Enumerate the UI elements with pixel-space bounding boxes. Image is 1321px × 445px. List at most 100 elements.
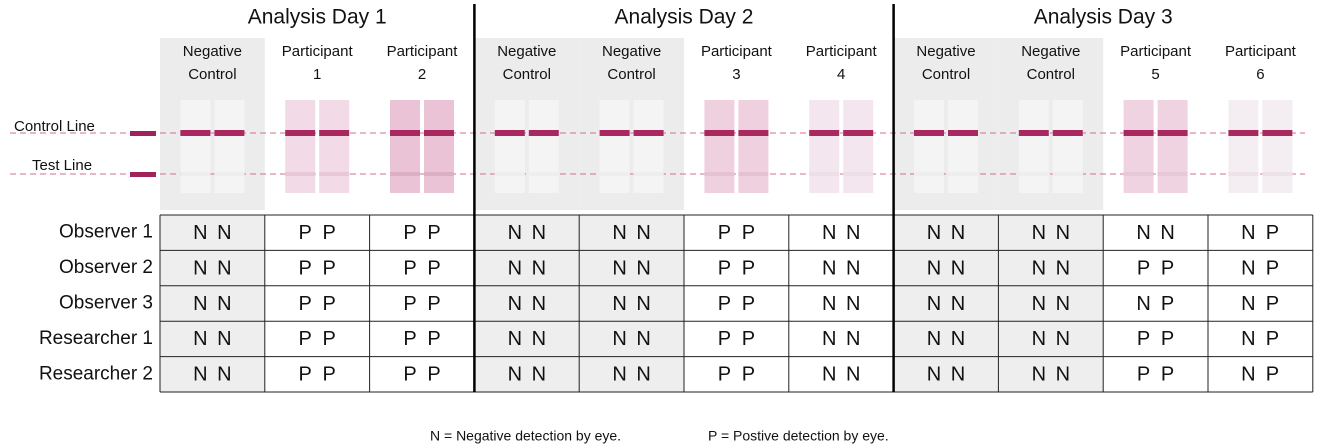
- control-band: [809, 130, 840, 136]
- control-band: [319, 130, 350, 136]
- result: N: [508, 364, 522, 386]
- result: N: [193, 328, 207, 350]
- result: P: [742, 257, 755, 279]
- column-header: Participant: [1120, 43, 1192, 60]
- cell-bg: [160, 215, 265, 392]
- result: N: [1136, 222, 1150, 244]
- result: N: [951, 257, 965, 279]
- test-strip: [1052, 100, 1083, 193]
- control-band: [1262, 130, 1293, 136]
- result: N: [927, 364, 941, 386]
- result: N: [1241, 222, 1255, 244]
- result: N: [636, 257, 650, 279]
- result: P: [427, 257, 440, 279]
- column-header: Participant: [1225, 43, 1297, 60]
- legend: N = Negative detection by eye.: [430, 428, 621, 444]
- result: P: [427, 364, 440, 386]
- result: N: [636, 293, 650, 315]
- control-band: [494, 130, 525, 136]
- control-band: [914, 130, 944, 136]
- test-strip: [599, 100, 630, 193]
- result: N: [532, 293, 546, 315]
- result: P: [1266, 257, 1279, 279]
- test-strip: [285, 100, 316, 193]
- control-bg: [474, 38, 580, 210]
- result: P: [323, 328, 336, 350]
- control-band: [285, 130, 316, 136]
- result: P: [403, 364, 416, 386]
- test-band: [214, 172, 245, 176]
- control-band: [180, 130, 211, 136]
- test-band: [1123, 172, 1154, 176]
- result: N: [951, 328, 965, 350]
- result: P: [1161, 328, 1174, 350]
- row-label: Observer 1: [59, 222, 153, 243]
- result: N: [927, 257, 941, 279]
- control-band: [948, 130, 978, 136]
- result: P: [403, 222, 416, 244]
- column-header: Participant: [701, 43, 773, 60]
- test-band: [1018, 172, 1049, 176]
- column-header: 3: [732, 66, 740, 83]
- test-strip: [319, 100, 350, 193]
- test-band: [1262, 172, 1293, 176]
- test-band: [704, 172, 735, 176]
- column-header: 5: [1151, 66, 1159, 83]
- control-band: [1228, 130, 1259, 136]
- result: P: [403, 257, 416, 279]
- test-band: [1052, 172, 1083, 176]
- result: N: [217, 293, 231, 315]
- control-bg: [998, 38, 1104, 210]
- test-band: [914, 172, 944, 176]
- result: N: [1241, 364, 1255, 386]
- control-band: [1018, 130, 1049, 136]
- result: N: [951, 364, 965, 386]
- result: N: [822, 364, 836, 386]
- legend: P = Postive detection by eye.: [708, 428, 889, 444]
- result: N: [822, 257, 836, 279]
- result: N: [217, 222, 231, 244]
- column-header: 1: [313, 66, 321, 83]
- result: N: [193, 257, 207, 279]
- result: P: [427, 222, 440, 244]
- result: N: [951, 293, 965, 315]
- result: N: [508, 222, 522, 244]
- result: N: [822, 328, 836, 350]
- result: P: [299, 257, 312, 279]
- result: P: [299, 222, 312, 244]
- row-label: Observer 2: [59, 257, 153, 278]
- result: N: [822, 222, 836, 244]
- row-label: Researcher 2: [39, 363, 153, 384]
- result: N: [636, 222, 650, 244]
- cell-bg: [474, 215, 580, 392]
- result: N: [193, 293, 207, 315]
- result: N: [1241, 328, 1255, 350]
- result: P: [403, 293, 416, 315]
- test-strip: [424, 100, 454, 193]
- column-header: Negative: [602, 43, 661, 60]
- result: P: [742, 293, 755, 315]
- control-line-label: Control Line: [14, 118, 95, 135]
- result: N: [1032, 222, 1046, 244]
- result: N: [532, 328, 546, 350]
- result: N: [927, 222, 941, 244]
- result: N: [217, 328, 231, 350]
- control-band: [704, 130, 735, 136]
- result: P: [403, 328, 416, 350]
- test-strip: [1228, 100, 1259, 193]
- result: N: [927, 293, 941, 315]
- result: N: [1136, 293, 1150, 315]
- row-label: Observer 3: [59, 293, 153, 314]
- result: N: [1056, 328, 1070, 350]
- result: N: [508, 328, 522, 350]
- column-header: 4: [837, 66, 845, 83]
- result: P: [1266, 293, 1279, 315]
- test-strip: [704, 100, 735, 193]
- control-band: [424, 130, 454, 136]
- column-header: 2: [418, 66, 426, 83]
- result: N: [612, 257, 626, 279]
- result: N: [822, 293, 836, 315]
- result: N: [193, 364, 207, 386]
- test-strip: [809, 100, 840, 193]
